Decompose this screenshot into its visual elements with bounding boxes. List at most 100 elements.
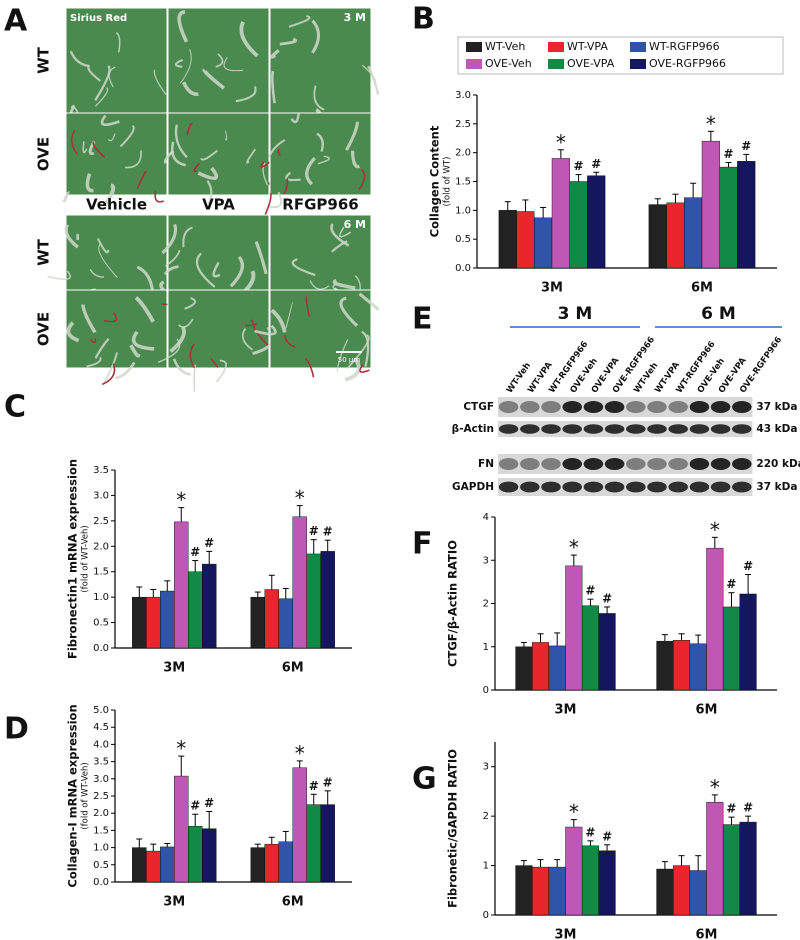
y-tick-label: 0.0 bbox=[455, 263, 471, 274]
row-label: WT bbox=[35, 238, 53, 266]
bar bbox=[146, 596, 161, 649]
bar bbox=[551, 158, 570, 269]
significance-marker: # bbox=[591, 157, 601, 171]
significance-marker: # bbox=[743, 559, 753, 573]
bar bbox=[565, 565, 583, 691]
panel-label: D bbox=[4, 712, 29, 747]
significance-marker: # bbox=[190, 545, 200, 559]
error-bar bbox=[164, 842, 171, 847]
y-axis-label: Collagen-Ⅰ mRNA expression bbox=[66, 704, 80, 887]
y-tick-label: 2.5 bbox=[93, 791, 109, 802]
x-tick-label: 6M bbox=[691, 281, 713, 296]
significance-marker: # bbox=[726, 802, 736, 816]
tissue-gap bbox=[81, 304, 97, 334]
error-bar bbox=[728, 592, 735, 607]
tissue-gap bbox=[163, 150, 175, 165]
tissue-gap bbox=[367, 65, 380, 96]
tissue-gap bbox=[336, 339, 349, 372]
micrograph bbox=[167, 289, 270, 369]
tissue-gap bbox=[94, 337, 110, 359]
tissue-gap bbox=[311, 19, 321, 54]
band-size: 37 kDa bbox=[756, 401, 797, 413]
error-bar bbox=[554, 859, 561, 868]
significance-marker: * bbox=[556, 130, 566, 154]
y-axis-sublabel: (fold of WT) bbox=[443, 157, 453, 207]
band-size: 43 kDa bbox=[756, 423, 797, 435]
x-tick-label: 3M bbox=[163, 895, 185, 910]
tissue-gap bbox=[182, 226, 193, 248]
tissue-gap bbox=[317, 155, 330, 165]
bar bbox=[648, 204, 667, 269]
error-bar bbox=[520, 641, 527, 647]
tissue-gap bbox=[103, 183, 116, 206]
y-tick-label: 1.0 bbox=[93, 843, 109, 854]
error-bar bbox=[725, 161, 732, 168]
legend-box bbox=[457, 36, 784, 75]
blot-band bbox=[583, 481, 604, 493]
error-bar bbox=[661, 634, 668, 642]
tissue-gap bbox=[285, 301, 293, 328]
error-bar bbox=[310, 793, 317, 805]
column-label: RFGP966 bbox=[282, 196, 358, 214]
significance-marker: * bbox=[710, 518, 720, 542]
error-bar bbox=[296, 760, 303, 768]
error-bar bbox=[282, 587, 289, 599]
tissue-gap bbox=[202, 67, 226, 90]
panel-label: A bbox=[4, 4, 28, 39]
error-bar bbox=[570, 819, 577, 828]
bar bbox=[701, 140, 720, 269]
bar bbox=[292, 516, 307, 649]
y-axis-sublabel: (fold of WT-Veh) bbox=[81, 525, 91, 592]
error-bar bbox=[310, 539, 317, 554]
bar bbox=[706, 802, 724, 916]
blot-band bbox=[732, 481, 752, 493]
bar bbox=[722, 824, 740, 916]
panel-label: C bbox=[4, 390, 26, 425]
bar bbox=[689, 643, 707, 691]
y-tick-label: 0.0 bbox=[93, 877, 109, 888]
tissue-gap bbox=[239, 21, 259, 58]
significance-marker: # bbox=[724, 147, 734, 161]
tissue-gap bbox=[215, 359, 227, 383]
bar bbox=[565, 826, 583, 916]
blot-band bbox=[498, 458, 519, 470]
tissue-gap bbox=[332, 278, 356, 290]
bar bbox=[532, 642, 550, 691]
tissue-gap bbox=[215, 53, 224, 68]
y-tick-label: 4.0 bbox=[93, 739, 109, 750]
y-tick-label: 0.0 bbox=[93, 643, 109, 654]
error-bar bbox=[604, 844, 611, 851]
blot-band bbox=[689, 458, 710, 470]
y-tick-label: 0.5 bbox=[93, 618, 109, 629]
significance-marker: # bbox=[309, 779, 319, 793]
tissue-gap bbox=[69, 50, 90, 68]
collagen-stain bbox=[263, 192, 272, 218]
y-tick-label: 1.5 bbox=[93, 825, 109, 836]
error-bar bbox=[711, 536, 718, 549]
tissue-gap bbox=[95, 87, 109, 107]
error-bar bbox=[678, 633, 685, 641]
bar bbox=[548, 866, 566, 916]
blot-band bbox=[604, 401, 625, 413]
tissue-gap bbox=[270, 49, 280, 59]
blot-band bbox=[668, 458, 688, 470]
blot-band bbox=[583, 424, 604, 434]
bar bbox=[534, 217, 553, 269]
significance-marker: # bbox=[204, 796, 214, 810]
error-bar bbox=[136, 838, 143, 848]
blot-band bbox=[689, 424, 710, 434]
error-bar bbox=[604, 606, 611, 614]
tissue-gap bbox=[94, 64, 111, 101]
bar bbox=[202, 563, 217, 649]
y-axis-label: CTGF/β-Actin RATIO bbox=[446, 540, 460, 667]
error-bar bbox=[324, 790, 331, 805]
significance-marker: # bbox=[585, 584, 595, 598]
legend-swatch bbox=[630, 42, 646, 52]
blot-band bbox=[710, 458, 731, 470]
tissue-gap bbox=[125, 150, 142, 169]
bar bbox=[498, 210, 517, 269]
error-bar bbox=[520, 860, 527, 866]
row-label: OVE bbox=[35, 137, 53, 171]
tissue-gap bbox=[115, 32, 121, 53]
tissue-gap bbox=[119, 124, 135, 148]
